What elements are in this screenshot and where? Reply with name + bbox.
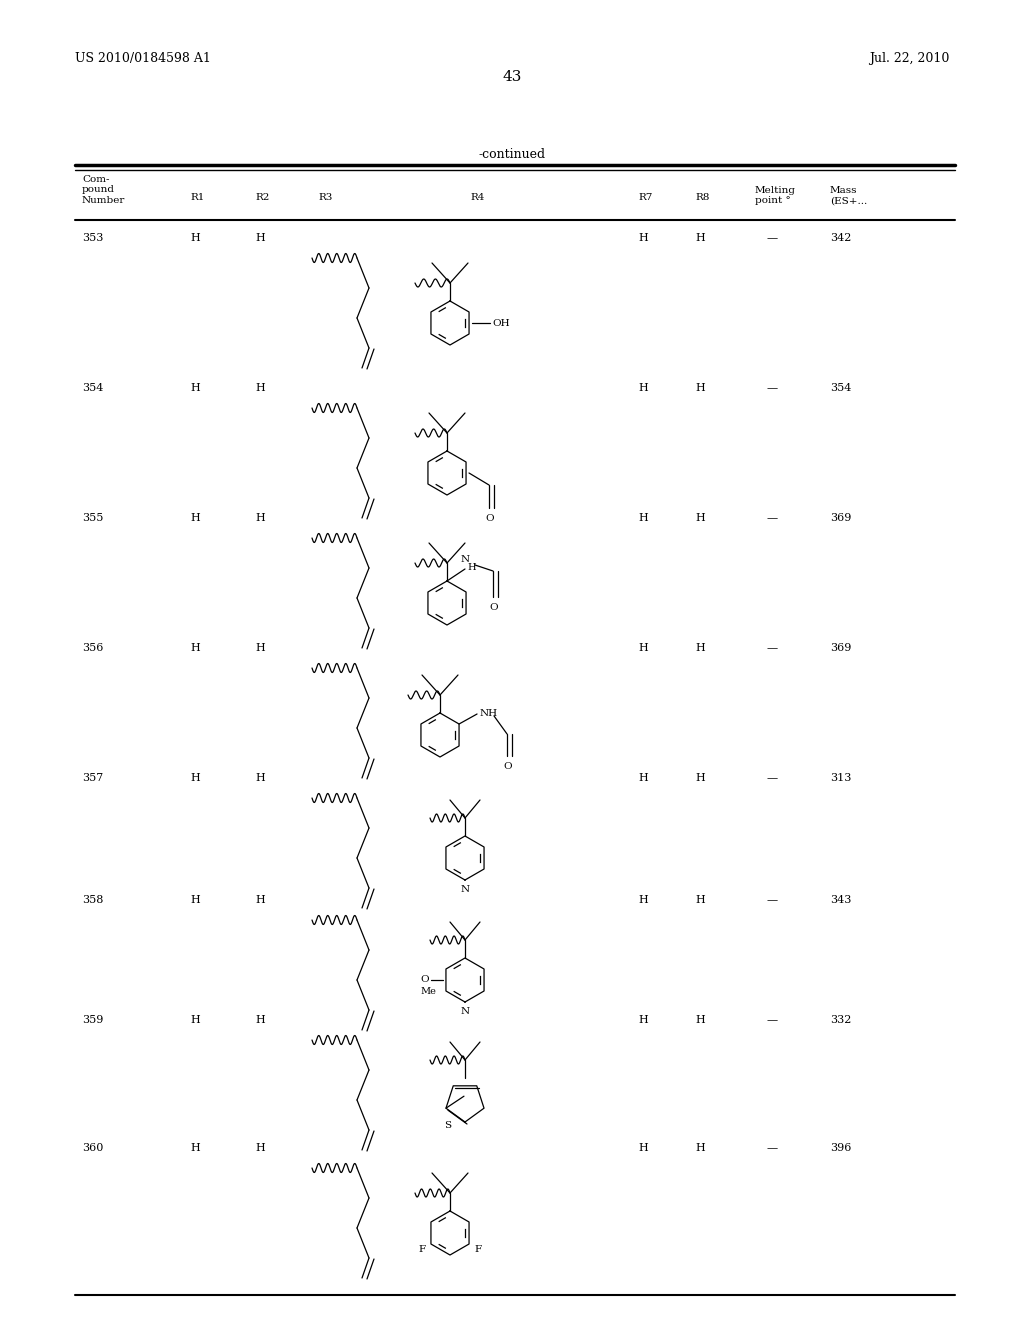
Text: R1: R1: [190, 193, 205, 202]
Text: —: —: [767, 895, 778, 906]
Text: H: H: [255, 383, 265, 393]
Text: O: O: [485, 513, 495, 523]
Text: H: H: [255, 643, 265, 653]
Text: 354: 354: [82, 383, 103, 393]
Text: H: H: [638, 1015, 648, 1026]
Text: Com-
pound
Number: Com- pound Number: [82, 176, 125, 205]
Text: 355: 355: [82, 513, 103, 523]
Text: 353: 353: [82, 234, 103, 243]
Text: H: H: [255, 774, 265, 783]
Text: H: H: [638, 513, 648, 523]
Text: O: O: [489, 603, 499, 612]
Text: 360: 360: [82, 1143, 103, 1152]
Text: 396: 396: [830, 1143, 851, 1152]
Text: 354: 354: [830, 383, 851, 393]
Text: —: —: [767, 1015, 778, 1026]
Text: R8: R8: [695, 193, 710, 202]
Text: H: H: [695, 234, 705, 243]
Text: 357: 357: [82, 774, 103, 783]
Text: N: N: [461, 884, 470, 894]
Text: 43: 43: [503, 70, 521, 84]
Text: R3: R3: [318, 193, 333, 202]
Text: N: N: [461, 554, 470, 564]
Text: Me: Me: [420, 987, 436, 997]
Text: Melting
point °: Melting point °: [755, 186, 796, 206]
Text: N: N: [461, 1006, 470, 1015]
Text: R4: R4: [470, 193, 484, 202]
Text: H: H: [695, 1143, 705, 1152]
Text: H: H: [190, 1143, 200, 1152]
Text: H: H: [638, 1143, 648, 1152]
Text: 356: 356: [82, 643, 103, 653]
Text: H: H: [190, 383, 200, 393]
Text: H: H: [190, 1015, 200, 1026]
Text: H: H: [255, 895, 265, 906]
Text: H: H: [467, 564, 475, 573]
Text: R7: R7: [638, 193, 652, 202]
Text: H: H: [255, 234, 265, 243]
Text: -continued: -continued: [478, 148, 546, 161]
Text: H: H: [695, 643, 705, 653]
Text: H: H: [190, 895, 200, 906]
Text: —: —: [767, 643, 778, 653]
Text: H: H: [638, 895, 648, 906]
Text: US 2010/0184598 A1: US 2010/0184598 A1: [75, 51, 211, 65]
Text: H: H: [190, 513, 200, 523]
Text: F: F: [419, 1245, 426, 1254]
Text: H: H: [190, 774, 200, 783]
Text: R2: R2: [255, 193, 269, 202]
Text: —: —: [767, 234, 778, 243]
Text: H: H: [695, 383, 705, 393]
Text: Jul. 22, 2010: Jul. 22, 2010: [868, 51, 949, 65]
Text: H: H: [638, 643, 648, 653]
Text: H: H: [255, 513, 265, 523]
Text: H: H: [638, 234, 648, 243]
Text: S: S: [444, 1121, 452, 1130]
Text: O: O: [504, 762, 512, 771]
Text: 369: 369: [830, 513, 851, 523]
Text: OH: OH: [492, 318, 510, 327]
Text: 359: 359: [82, 1015, 103, 1026]
Text: 342: 342: [830, 234, 851, 243]
Text: Mass
(ES+...: Mass (ES+...: [830, 186, 867, 206]
Text: 343: 343: [830, 895, 851, 906]
Text: H: H: [190, 643, 200, 653]
Text: H: H: [638, 383, 648, 393]
Text: —: —: [767, 1143, 778, 1152]
Text: H: H: [255, 1015, 265, 1026]
Text: NH: NH: [479, 710, 498, 718]
Text: O: O: [421, 975, 429, 985]
Text: H: H: [695, 513, 705, 523]
Text: 358: 358: [82, 895, 103, 906]
Text: H: H: [255, 1143, 265, 1152]
Text: H: H: [695, 774, 705, 783]
Text: 369: 369: [830, 643, 851, 653]
Text: F: F: [474, 1245, 481, 1254]
Text: 332: 332: [830, 1015, 851, 1026]
Text: 313: 313: [830, 774, 851, 783]
Text: H: H: [190, 234, 200, 243]
Text: —: —: [767, 774, 778, 783]
Text: H: H: [695, 895, 705, 906]
Text: —: —: [767, 513, 778, 523]
Text: H: H: [695, 1015, 705, 1026]
Text: —: —: [767, 383, 778, 393]
Text: H: H: [638, 774, 648, 783]
